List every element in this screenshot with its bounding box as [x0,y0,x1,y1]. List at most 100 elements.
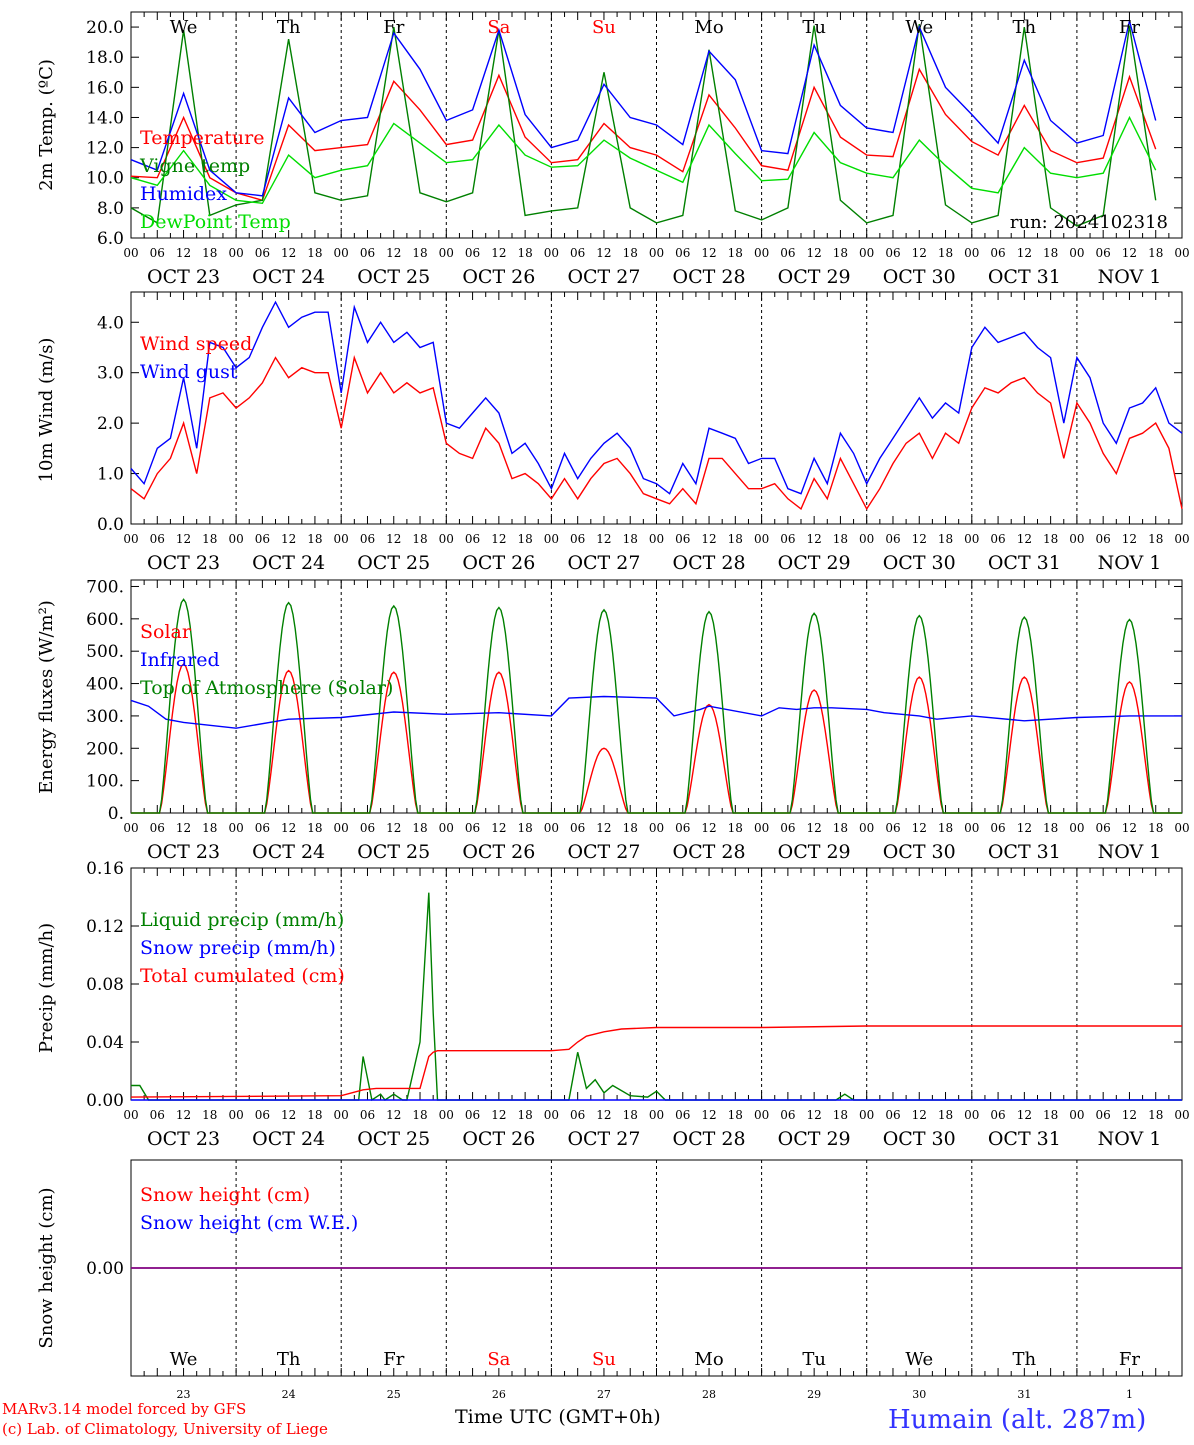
wind-hour-label: 00 [754,532,769,546]
temp-date-label: OCT 30 [883,266,956,288]
wind-date-label: NOV 1 [1098,552,1162,574]
energy-y-tick-label: 200. [86,739,124,759]
wind-hour-label: 18 [728,532,743,546]
energy-date-label: OCT 28 [673,841,746,863]
precip-hour-label: 12 [176,1108,191,1122]
precip-date-label: OCT 31 [988,1128,1061,1150]
day-number-label: 27 [597,1388,611,1401]
precip-hour-label: 00 [859,1108,874,1122]
precip-hour-label: 00 [754,1108,769,1122]
precip-hour-label: 12 [1122,1108,1137,1122]
precip-hour-label: 18 [307,1108,322,1122]
precip-hour-label: 00 [439,1108,454,1122]
weekday-header: We [170,17,198,38]
energy-y-tick-label: 0. [108,804,124,824]
temp-y-tick-label: 8.0 [97,199,124,219]
energy-series-line-2 [131,598,1182,814]
precip-hour-label: 00 [964,1108,979,1122]
precip-hour-label: 18 [623,1108,638,1122]
temp-legend-0: Temperature [140,127,264,149]
wind-date-label: OCT 30 [883,552,956,574]
precip-hour-label: 06 [990,1108,1005,1122]
energy-y-tick-label: 300. [86,707,124,727]
energy-hour-label: 12 [596,821,611,835]
precip-hour-label: 06 [1096,1108,1111,1122]
temp-hour-label: 00 [228,246,243,260]
energy-legend-2: Top of Atmosphere (Solar) [140,677,393,699]
temp-hour-label: 18 [1148,246,1163,260]
energy-hour-label: 12 [176,821,191,835]
snow-legend-0: Snow height (cm) [140,1184,310,1206]
temp-hour-label: 12 [701,246,716,260]
energy-legend-1: Infrared [140,649,220,671]
wind-date-label: OCT 28 [673,552,746,574]
precip-hour-label: 12 [281,1108,296,1122]
energy-hour-label: 06 [1096,821,1111,835]
wind-hour-label: 12 [491,532,506,546]
energy-date-label: OCT 26 [462,841,535,863]
precip-hour-label: 00 [123,1108,138,1122]
wind-y-axis-title: 10m Wind (m/s) [36,338,57,483]
wind-series [130,300,1183,511]
wind-hour-label: 00 [964,532,979,546]
energy-hour-label: 00 [964,821,979,835]
precip-hour-label: 18 [517,1108,532,1122]
temp-hour-label: 18 [1043,246,1058,260]
temp-hour-label: 18 [833,246,848,260]
precip-y-tick-label: 0.12 [86,917,124,937]
temp-hour-label: 00 [859,246,874,260]
wind-hour-label: 18 [938,532,953,546]
precip-hour-label: 18 [202,1108,217,1122]
temp-hour-label: 12 [386,246,401,260]
wind-hour-label: 00 [439,532,454,546]
temp-hour-label: 00 [1174,246,1189,260]
wind-hour-label: 18 [307,532,322,546]
weekday-label: We [170,1349,198,1370]
energy-hour-label: 12 [1122,821,1137,835]
precip-hour-label: 06 [570,1108,585,1122]
temp-hour-label: 00 [964,246,979,260]
precip-hour-label: 06 [150,1108,165,1122]
energy-y-axis-title: Energy fluxes (W/m²) [36,600,57,794]
run-annotation: run: 2024102318 [1010,212,1168,233]
energy-y-tick-label: 600. [86,610,124,630]
precip-hour-label: 06 [675,1108,690,1122]
axis-labels: 20.018.016.014.012.010.08.06.02m Temp. (… [36,17,1190,1401]
energy-series [130,598,1182,814]
weekday-header: We [905,17,933,38]
weekday-label: Su [592,1349,616,1370]
energy-hour-label: 00 [439,821,454,835]
wind-y-tick-label: 2.0 [97,414,124,434]
temp-hour-label: 06 [150,246,165,260]
wind-date-label: OCT 26 [462,552,535,574]
day-number-label: 29 [807,1388,821,1401]
temp-date-label: NOV 1 [1098,266,1162,288]
precip-legend-2: Total cumulated (cm) [140,965,345,987]
wind-hour-label: 12 [281,532,296,546]
energy-hour-label: 18 [623,821,638,835]
energy-hour-label: 00 [544,821,559,835]
precip-date-label: NOV 1 [1098,1128,1162,1150]
energy-y-tick-label: 700. [86,577,124,597]
energy-hour-label: 00 [1174,821,1189,835]
wind-hour-label: 12 [912,532,927,546]
weekday-header: Th [1013,17,1037,38]
energy-hour-label: 06 [465,821,480,835]
precip-series-line-2 [130,1025,1182,1098]
temp-legend-2: Humidex [140,183,227,205]
precip-hour-label: 18 [938,1108,953,1122]
temp-hour-label: 06 [570,246,585,260]
precip-hour-label: 06 [255,1108,270,1122]
temp-date-label: OCT 24 [252,266,325,288]
wind-hour-label: 06 [150,532,165,546]
precip-hour-label: 00 [334,1108,349,1122]
energy-hour-label: 18 [307,821,322,835]
temp-hour-label: 18 [517,246,532,260]
energy-hour-label: 12 [491,821,506,835]
energy-hour-label: 18 [728,821,743,835]
energy-y-tick-label: 400. [86,675,124,695]
precip-y-axis-title: Precip (mm/h) [36,923,57,1053]
temp-series-line-0 [130,67,1157,202]
precip-hour-label: 12 [1017,1108,1032,1122]
weekday-label: Tu [802,1349,826,1370]
